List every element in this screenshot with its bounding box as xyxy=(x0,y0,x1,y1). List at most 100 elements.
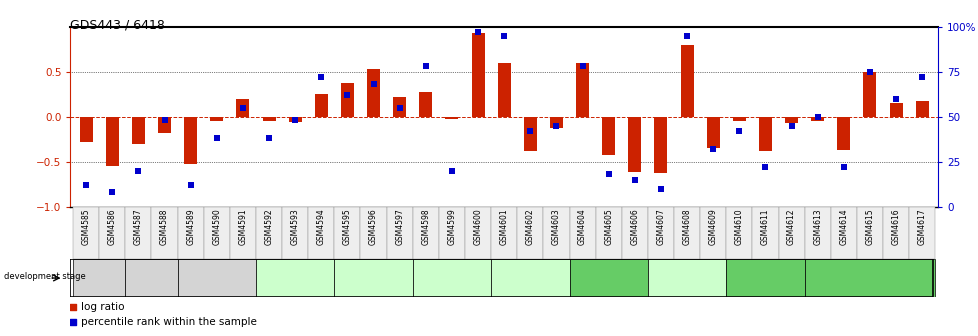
Bar xyxy=(516,207,543,259)
Bar xyxy=(203,207,230,259)
Bar xyxy=(601,117,614,156)
Text: GSM4614: GSM4614 xyxy=(838,208,848,245)
Bar xyxy=(386,207,413,259)
Point xyxy=(391,105,407,111)
Text: 6 hour APF: 6 hour APF xyxy=(585,274,631,283)
Bar xyxy=(784,117,797,123)
Point xyxy=(835,164,851,170)
Text: GSM4607: GSM4607 xyxy=(656,208,665,245)
Point xyxy=(652,186,668,192)
Point xyxy=(339,92,355,98)
Bar xyxy=(726,207,752,259)
Bar xyxy=(569,207,595,259)
Bar xyxy=(315,94,328,117)
Text: GSM4601: GSM4601 xyxy=(499,208,509,245)
Text: GSM4594: GSM4594 xyxy=(317,208,326,245)
Bar xyxy=(830,207,856,259)
Bar xyxy=(909,207,934,259)
Point xyxy=(913,75,929,80)
Bar xyxy=(230,207,255,259)
Point xyxy=(65,304,80,309)
Bar xyxy=(804,207,830,259)
Bar xyxy=(445,117,458,120)
Bar xyxy=(726,259,804,297)
Bar xyxy=(889,103,902,117)
Bar xyxy=(99,207,125,259)
Bar xyxy=(177,207,203,259)
Bar xyxy=(647,207,673,259)
Text: GSM4605: GSM4605 xyxy=(603,208,612,245)
Text: 4 hour APF: 4 hour APF xyxy=(428,274,474,283)
Bar xyxy=(210,117,223,121)
Point xyxy=(731,128,746,134)
Text: 8 hour APF: 8 hour APF xyxy=(663,274,709,283)
Text: GSM4586: GSM4586 xyxy=(108,208,116,245)
Point xyxy=(78,182,94,188)
Text: GSM4602: GSM4602 xyxy=(525,208,534,245)
Bar xyxy=(340,83,354,117)
Text: 4 hour BPF: 4 hour BPF xyxy=(128,274,174,283)
Point xyxy=(444,168,460,173)
Bar xyxy=(157,117,171,133)
Text: percentile rank within the sample: percentile rank within the sample xyxy=(81,317,257,327)
Bar xyxy=(125,259,177,297)
Bar xyxy=(152,207,177,259)
Bar xyxy=(73,259,125,297)
Bar xyxy=(497,63,511,117)
Text: GSM4592: GSM4592 xyxy=(264,208,273,245)
Bar xyxy=(438,207,465,259)
Bar xyxy=(79,117,93,142)
Point xyxy=(862,69,877,75)
Text: GSM4617: GSM4617 xyxy=(916,208,926,245)
Bar xyxy=(575,63,589,117)
Text: 18 hour BPF: 18 hour BPF xyxy=(73,274,124,283)
Bar xyxy=(706,117,719,148)
Point xyxy=(679,33,694,39)
Text: development stage: development stage xyxy=(4,271,85,281)
Bar xyxy=(543,207,569,259)
Text: GSM4615: GSM4615 xyxy=(865,208,873,245)
Bar xyxy=(236,99,249,117)
Text: GSM4585: GSM4585 xyxy=(81,208,91,245)
Bar xyxy=(262,117,275,121)
Text: GSM4600: GSM4600 xyxy=(473,208,482,245)
Point xyxy=(704,146,720,152)
Bar xyxy=(308,207,334,259)
Text: GSM4604: GSM4604 xyxy=(577,208,587,245)
Bar xyxy=(673,207,699,259)
Bar xyxy=(882,207,909,259)
Point xyxy=(130,168,146,173)
Text: 2 hour APF: 2 hour APF xyxy=(272,274,318,283)
Text: GSM4603: GSM4603 xyxy=(552,208,560,245)
Bar xyxy=(491,207,516,259)
Bar xyxy=(413,259,491,297)
Bar xyxy=(699,207,726,259)
Point xyxy=(757,164,773,170)
Point xyxy=(626,177,642,182)
Point xyxy=(783,123,799,128)
Bar xyxy=(914,100,928,117)
Text: GSM4587: GSM4587 xyxy=(134,208,143,245)
Text: GSM4590: GSM4590 xyxy=(212,208,221,245)
Text: 10 hour APF: 10 hour APF xyxy=(739,274,790,283)
Bar xyxy=(177,259,255,297)
Text: GSM4597: GSM4597 xyxy=(395,208,404,245)
Bar xyxy=(569,259,647,297)
Point xyxy=(156,118,172,123)
Point xyxy=(208,136,224,141)
Text: 5 hour APF: 5 hour APF xyxy=(507,274,553,283)
Bar xyxy=(811,117,823,121)
Bar xyxy=(334,207,360,259)
Text: GSM4610: GSM4610 xyxy=(734,208,743,245)
Point xyxy=(418,64,433,69)
Bar xyxy=(653,117,667,173)
Text: GSM4596: GSM4596 xyxy=(369,208,378,245)
Point xyxy=(574,64,590,69)
Point xyxy=(496,33,511,39)
Text: GSM4609: GSM4609 xyxy=(708,208,717,245)
Bar xyxy=(778,207,804,259)
Bar xyxy=(804,259,934,297)
Point xyxy=(522,128,538,134)
Bar xyxy=(758,117,772,151)
Point xyxy=(261,136,277,141)
